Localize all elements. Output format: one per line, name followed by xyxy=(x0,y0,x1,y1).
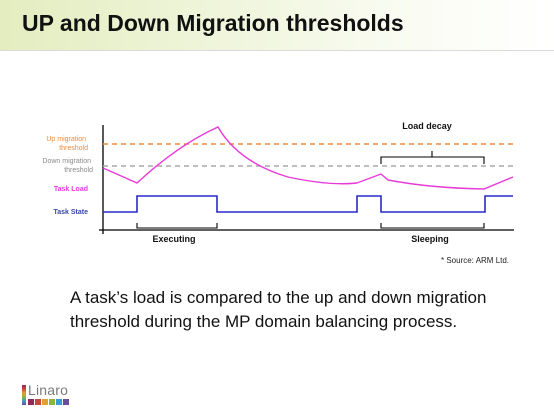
executing-bracket xyxy=(136,223,218,229)
logo-mark xyxy=(22,385,26,405)
task-state-label: Task State xyxy=(54,209,89,216)
logo-square-6 xyxy=(63,399,69,405)
linaro-logo: Linaro xyxy=(22,382,102,412)
logo-square-1 xyxy=(28,399,34,405)
title-divider xyxy=(0,50,554,51)
logo-word: Linaro xyxy=(28,382,69,398)
executing-label: Executing xyxy=(152,234,195,244)
sleeping-label: Sleeping xyxy=(411,234,449,244)
load-decay-bracket xyxy=(380,151,485,164)
sleeping-bracket xyxy=(380,223,485,229)
body-text: A task’s load is compared to the up and … xyxy=(70,288,487,331)
task-load-curve xyxy=(102,126,514,190)
load-decay-label: Load decay xyxy=(402,121,452,131)
task-load-label: Task Load xyxy=(54,186,88,193)
slide-title: UP and Down Migration thresholds xyxy=(22,10,404,36)
up-threshold-label: Up migration threshold xyxy=(46,136,88,152)
source-note: * Source: ARM Ltd. xyxy=(441,256,510,265)
down-threshold-label: Down migration threshold xyxy=(42,158,93,174)
logo-color-squares xyxy=(28,399,69,405)
logo-square-4 xyxy=(49,399,55,405)
logo-square-5 xyxy=(56,399,62,405)
migration-threshold-diagram: Up migration threshold Down migration th… xyxy=(42,121,514,244)
logo-square-2 xyxy=(35,399,41,405)
title-bar xyxy=(0,0,554,50)
logo-square-3 xyxy=(42,399,48,405)
task-state-line xyxy=(103,195,513,213)
